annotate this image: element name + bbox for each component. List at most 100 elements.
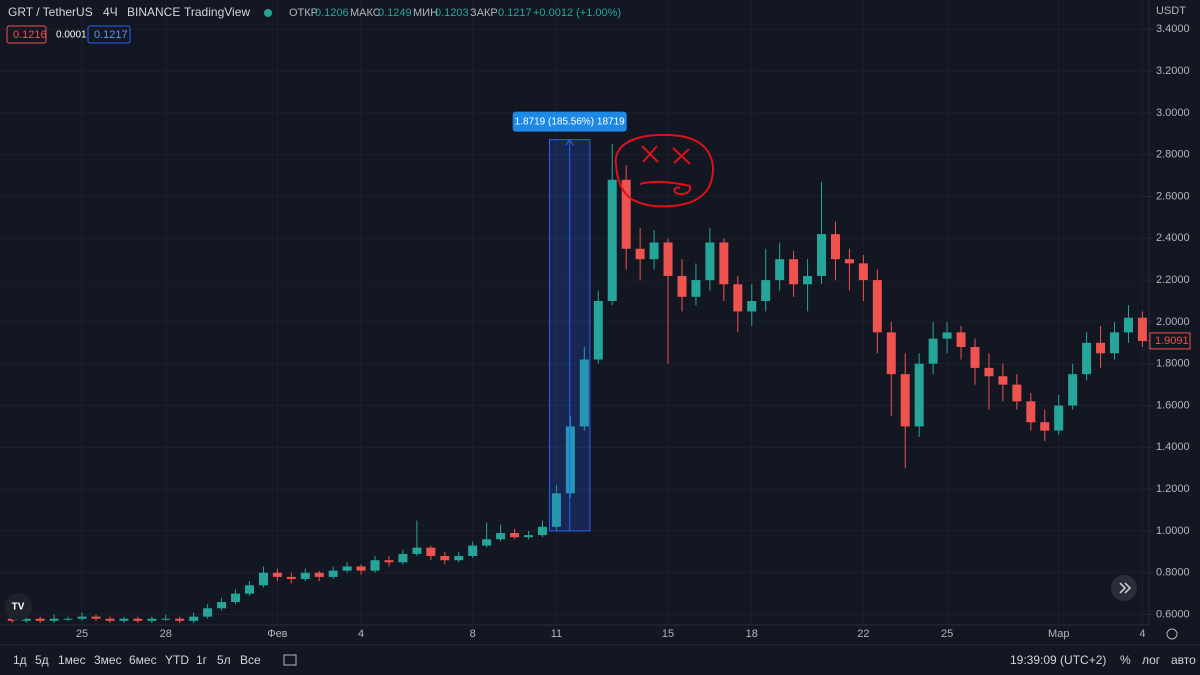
candle-body	[231, 593, 241, 603]
candle-body	[551, 493, 561, 527]
range-button[interactable]: 5д	[35, 653, 49, 667]
logo[interactable]	[4, 593, 32, 621]
badge-text[interactable]: 0.1216	[13, 29, 47, 41]
candle-body	[1096, 342, 1106, 354]
x-tick-label: 28	[160, 628, 172, 640]
drawing-face	[614, 133, 714, 208]
candle-body	[468, 545, 478, 557]
x-tick-label: Мар	[1048, 628, 1070, 640]
date-range-icon[interactable]	[283, 654, 297, 666]
candle-body	[1040, 422, 1050, 431]
x-tick-label: 4	[1139, 628, 1145, 640]
candle-body	[1054, 405, 1064, 431]
x-tick-label: 22	[857, 628, 869, 640]
status-dot	[264, 9, 272, 17]
logo-mark: TV	[12, 602, 25, 613]
candle-body	[593, 301, 603, 360]
badge[interactable]	[87, 25, 131, 44]
y-tick-label: 1.2000	[1156, 483, 1190, 495]
candle-body	[91, 616, 101, 619]
candle-body	[189, 616, 199, 621]
candle-body	[482, 539, 492, 546]
candle-body	[677, 275, 687, 297]
candle-body	[328, 570, 338, 577]
x-tick-label: 15	[662, 628, 674, 640]
range-button[interactable]: 6мес	[129, 653, 157, 667]
change: +0.0012 (+1.00%)	[533, 7, 621, 19]
candle-body	[510, 533, 520, 538]
ohlc-value: 0.1206	[315, 7, 349, 19]
source: TradingView	[184, 5, 250, 19]
candle-body	[1026, 401, 1036, 423]
settings-icon[interactable]	[1166, 628, 1178, 640]
x-tick-label: 11	[551, 628, 562, 640]
candle-body	[454, 556, 464, 561]
y-tick-label: 3.4000	[1156, 23, 1190, 35]
clock[interactable]: 19:39:09 (UTC+2)	[1010, 653, 1106, 667]
candle-body	[1123, 317, 1133, 333]
y-tick-label: 1.8000	[1156, 358, 1190, 370]
y-tick-label: 2.4000	[1156, 232, 1190, 244]
candle-body	[21, 618, 31, 621]
range-button[interactable]: 5л	[217, 653, 231, 667]
candle-body	[914, 363, 924, 427]
ohlc-value: 0.1203	[435, 7, 469, 19]
candle-body	[77, 616, 87, 619]
option-button[interactable]: лог	[1142, 653, 1161, 667]
exchange: BINANCE	[127, 5, 180, 19]
candle-body	[105, 618, 115, 621]
y-tick-label: 2.2000	[1156, 274, 1190, 286]
y-tick-label: 3.2000	[1156, 65, 1190, 77]
candle-body	[133, 618, 143, 621]
measure-label: 1.8719 (185.56%) 18719	[515, 116, 626, 127]
candle-body	[398, 553, 408, 563]
ohlc-value: 0.1217	[498, 7, 532, 19]
ohlc-label: МАКС	[350, 7, 381, 19]
candle-body	[775, 259, 785, 281]
candle-body	[300, 572, 310, 580]
candle-body	[203, 608, 213, 617]
candle-body	[496, 533, 506, 540]
x-tick-label: 8	[470, 628, 476, 640]
candle-body	[858, 263, 868, 281]
candle-body	[872, 280, 882, 333]
drawing	[614, 133, 714, 208]
measure-label-box	[512, 111, 627, 132]
range-button[interactable]: 1г	[196, 653, 208, 667]
candle-body	[942, 332, 952, 339]
candle-body	[705, 242, 715, 281]
x-tick-label: 4	[358, 628, 364, 640]
scroll-icon	[1119, 582, 1132, 594]
candle-body	[537, 526, 547, 536]
badge[interactable]	[6, 25, 47, 44]
candle-body	[63, 618, 73, 620]
option-button[interactable]: %	[1120, 653, 1131, 667]
y-tick-label: 2.6000	[1156, 190, 1190, 202]
badge-text[interactable]: 0.1217	[94, 29, 128, 41]
candle-body	[314, 572, 324, 577]
range-button[interactable]: 3мес	[94, 653, 122, 667]
candle-body	[119, 618, 129, 621]
candle-body	[900, 374, 910, 427]
candle-body	[412, 547, 422, 554]
candle-body	[970, 346, 980, 368]
candle-body	[747, 301, 757, 312]
range-button[interactable]: Все	[240, 653, 261, 667]
y-tick-label: 1.6000	[1156, 399, 1190, 411]
range-button[interactable]: 1мес	[58, 653, 86, 667]
candle-body	[789, 259, 799, 285]
candle-body	[956, 332, 966, 347]
option-button[interactable]: авто	[1171, 653, 1196, 667]
candle-body	[35, 618, 45, 621]
candle-body	[1082, 342, 1092, 375]
candle-body	[370, 560, 380, 571]
y-tick-label: 2.8000	[1156, 149, 1190, 161]
y-tick-label: 1.4000	[1156, 441, 1190, 453]
last-price-label: 1.9091	[1155, 335, 1189, 347]
candle-body	[440, 556, 450, 561]
range-button[interactable]: 1д	[13, 653, 27, 667]
candle-body	[579, 359, 589, 427]
candle-body	[998, 376, 1008, 385]
range-button[interactable]: YTD	[165, 653, 189, 667]
